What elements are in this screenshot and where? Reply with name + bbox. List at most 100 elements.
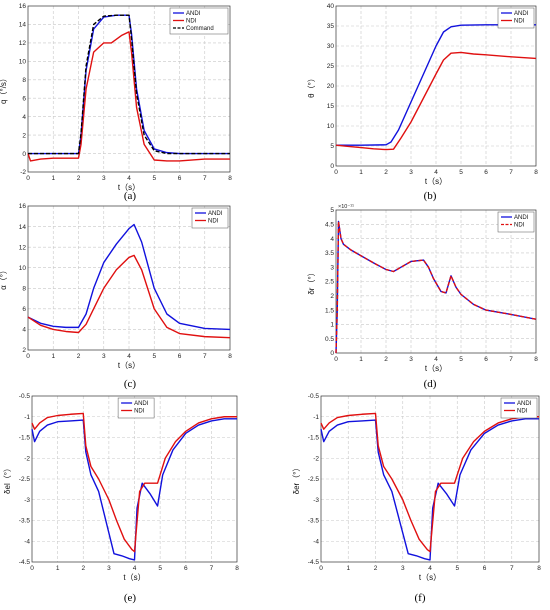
x-axis-label: t（s） (118, 183, 140, 192)
x-tick-label: 0 (26, 353, 30, 360)
series-line-andi (27, 223, 231, 331)
x-tick-label: 6 (178, 353, 182, 360)
x-tick-label: 7 (203, 175, 207, 182)
x-tick-label: 7 (509, 356, 513, 363)
caption-b: (b) (423, 190, 437, 202)
x-tick-label: 8 (228, 175, 232, 182)
series-line-command (28, 14, 230, 155)
x-tick-label: 7 (203, 353, 207, 360)
y-tick-label: 0 (22, 151, 26, 158)
y-tick-label: 3 (330, 264, 334, 271)
x-tick-label: 5 (459, 356, 463, 363)
y-tick-label: 10 (19, 59, 27, 66)
y-tick-label: -1 (24, 414, 30, 421)
caption-f: (f) (414, 592, 426, 604)
y-tick-label: -3.5 (308, 518, 320, 525)
legend-entry-label: ANDI (134, 401, 149, 407)
y-tick-label: 2.5 (325, 279, 334, 286)
chart-panel-c: 0 1 2 3 4 5 6 7 8 2 4 6 8 10 12 14 16 t（s） α（°） ANDI NDI (0, 200, 240, 370)
y-tick-label: 1.5 (325, 307, 334, 314)
y-tick-label: 14 (19, 22, 27, 29)
x-tick-label: 1 (51, 353, 55, 360)
y-tick-label: 5 (330, 207, 334, 214)
y-tick-label: -0.5 (308, 393, 320, 400)
legend-entry-label: ANDI (517, 401, 532, 407)
chart-d-svg: 0 1 2 3 4 5 6 7 8 0 0.5 1 1.5 2 2.5 3 3.5 4 4.5 5 ×10⁻¹¹ t（s）… (307, 204, 538, 373)
chart-a-svg: 0 1 2 3 4 5 6 7 8-20246810121416t（s）q（°/s）ANDIND… (0, 3, 232, 192)
y-tick-label: 0.5 (325, 336, 334, 343)
legend-entry-label: ANDI (514, 215, 529, 221)
plot-area-f (320, 395, 540, 563)
y-tick-label: 16 (19, 3, 27, 10)
y-tick-label: -4 (24, 538, 30, 545)
y-tick-label: 10 (327, 123, 335, 130)
caption-e: (e) (123, 592, 137, 604)
x-tick-label: 0 (30, 565, 34, 572)
chart-panel-e: 0 1 2 3 4 5 6 7 8 -4.5 -4 -3.5 -3 -2.5 -2 -1.5 -1 -0.5 t（s… (0, 390, 250, 590)
y-tick-label: -0.5 (19, 393, 31, 400)
y-tick-label: -1.5 (308, 435, 320, 442)
x-tick-label: 0 (319, 565, 323, 572)
x-tick-label: 2 (384, 169, 388, 176)
y-tick-label: 5 (330, 143, 334, 150)
series-line-ndi (27, 254, 231, 339)
y-tick-label: -4.5 (308, 559, 320, 566)
chart-e-svg: 0 1 2 3 4 5 6 7 8 -4.5 -4 -3.5 -3 -2.5 -2 -1.5 -1 -0.5 t（s… (3, 393, 239, 582)
y-tick-label: -2.5 (308, 476, 320, 483)
y-tick-label: 4.5 (325, 222, 334, 229)
x-tick-label: 7 (509, 169, 513, 176)
x-tick-label: 5 (152, 353, 156, 360)
y-tick-label: 4 (22, 327, 26, 334)
x-tick-label: 1 (51, 175, 55, 182)
x-tick-label: 8 (534, 356, 538, 363)
x-axis-label: t（s） (118, 361, 140, 370)
y-tick-label: 2 (22, 347, 26, 354)
x-tick-label: 1 (359, 356, 363, 363)
y-tick-label: 4 (22, 114, 26, 121)
y-tick-label: 8 (22, 77, 26, 84)
y-tick-label: 10 (19, 265, 27, 272)
y-tick-label: 30 (327, 43, 335, 50)
x-tick-label: 2 (374, 565, 378, 572)
caption-c: (c) (123, 378, 137, 390)
y-tick-label: 25 (327, 63, 335, 70)
x-tick-label: 6 (484, 169, 488, 176)
chart-panel-b: 0 1 2 3 4 5 6 7 8 0 5 10 15 20 25 30 35 40 t（s） θ（°） ANDI NDI (300, 0, 540, 192)
x-tick-label: 3 (409, 169, 413, 176)
x-tick-label: 3 (107, 565, 111, 572)
legend-entry-label: NDI (186, 19, 197, 25)
x-tick-label: 2 (384, 356, 388, 363)
y-axis-label: q（°/s） (0, 74, 8, 104)
x-tick-label: 6 (483, 565, 487, 572)
y-tick-label: 8 (22, 285, 26, 292)
x-tick-label: 1 (359, 169, 363, 176)
y-tick-label: 1 (330, 322, 334, 329)
y-tick-label: -2 (313, 455, 319, 462)
x-tick-label: 5 (158, 565, 162, 572)
y-tick-label: 2 (330, 293, 334, 300)
chart-panel-f: 0 1 2 3 4 5 6 7 8 -4.5 -4 -3.5 -3 -2.5 -2 -1.5 -1 -0.5 t（s… (285, 390, 545, 590)
x-tick-label: 3 (102, 175, 106, 182)
chart-b-svg: 0 1 2 3 4 5 6 7 8 0 5 10 15 20 25 30 35 40 t（s） θ（°） ANDI NDI (307, 3, 538, 186)
x-axis-label: t（s） (123, 573, 145, 582)
plot-area-d (335, 209, 537, 354)
y-tick-label: 12 (19, 40, 27, 47)
series-line-ndi (31, 412, 237, 553)
plot-area-a (27, 5, 231, 173)
y-axis-label: δr（°） (307, 268, 316, 294)
y-tick-label: 0 (330, 350, 334, 357)
legend-entry-label: ANDI (186, 11, 201, 17)
x-tick-label: 7 (210, 565, 214, 572)
x-tick-label: 5 (455, 565, 459, 572)
x-tick-label: 4 (428, 565, 432, 572)
x-axis-label: t（s） (425, 177, 447, 186)
chart-f-svg: 0 1 2 3 4 5 6 7 8 -4.5 -4 -3.5 -3 -2.5 -2 -1.5 -1 -0.5 t（s… (292, 393, 541, 582)
x-tick-label: 4 (434, 356, 438, 363)
y-tick-label: 6 (22, 306, 26, 313)
caption-a: (a) (123, 190, 137, 202)
legend-entry-label: ANDI (514, 11, 529, 17)
y-tick-label: 14 (19, 224, 27, 231)
x-tick-label: 8 (235, 565, 239, 572)
x-tick-label: 5 (152, 175, 156, 182)
y-tick-label: -3.5 (19, 518, 31, 525)
